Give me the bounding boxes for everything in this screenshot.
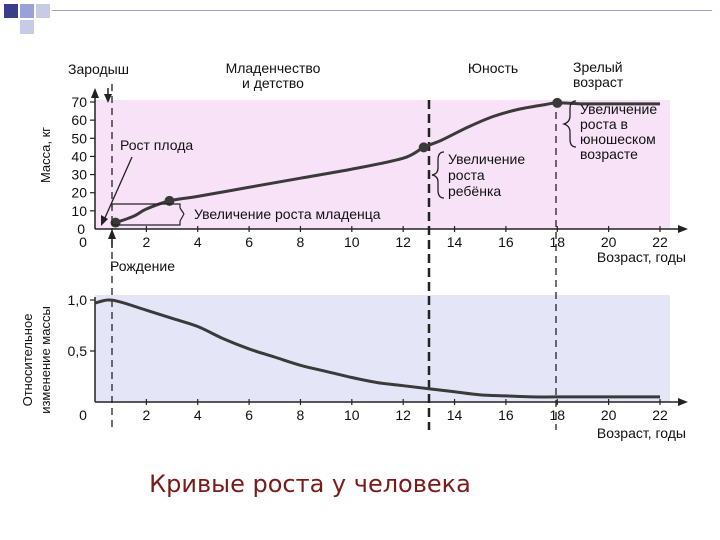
top-y-axis-arrow bbox=[91, 88, 99, 98]
period-label-embryo: Зародыш bbox=[68, 61, 129, 77]
fetal-growth-pointer bbox=[103, 156, 133, 221]
bottom-x-ticks: 0 2 4 6 8 10 12 14 16 18 20 22 bbox=[79, 399, 668, 423]
bottom-y-axis-title-line2: изменение массы bbox=[38, 306, 53, 414]
curve-point bbox=[552, 97, 563, 108]
bottom-x-axis-arrow bbox=[678, 398, 688, 406]
youth-growth-label-2: роста в bbox=[580, 116, 628, 132]
x-tick-label: 6 bbox=[245, 407, 253, 423]
x-tick-label: 22 bbox=[652, 407, 668, 423]
top-x-ticks: 0 2 4 6 8 10 12 14 16 18 20 22 bbox=[79, 226, 668, 250]
birth-arrow-head bbox=[108, 229, 116, 239]
deco-line bbox=[52, 10, 712, 11]
curve-point bbox=[418, 142, 429, 153]
y-tick-label: 1,0 bbox=[68, 292, 88, 308]
embryo-arrow-head bbox=[104, 94, 112, 103]
fetal-growth-pointer-head bbox=[101, 215, 108, 226]
x-tick-label: 10 bbox=[344, 407, 360, 423]
y-tick-label: 30 bbox=[71, 167, 87, 183]
x-tick-label: 8 bbox=[297, 234, 305, 250]
top-y-ticks: 0 10 20 30 40 50 60 70 bbox=[71, 94, 95, 237]
x-tick-label: 6 bbox=[245, 234, 253, 250]
child-growth-label-3: ребёнка bbox=[448, 183, 501, 199]
y-tick-label: 20 bbox=[71, 185, 87, 201]
infant-growth-label: Увеличение роста младенца bbox=[194, 206, 381, 222]
y-tick-label: 60 bbox=[71, 112, 87, 128]
x-tick-label: 16 bbox=[498, 407, 514, 423]
youth-brace bbox=[561, 100, 577, 148]
x-tick-label: 12 bbox=[395, 407, 411, 423]
x-tick-label: 2 bbox=[142, 234, 150, 250]
x-tick-label: 20 bbox=[601, 234, 617, 250]
top-y-axis-title: Масса, кг bbox=[38, 127, 53, 183]
top-x-axis-arrow bbox=[678, 225, 688, 233]
x-tick-label: 8 bbox=[297, 407, 305, 423]
period-label-maturity-line2: возраст bbox=[573, 74, 624, 90]
child-growth-label-1: Увеличение bbox=[448, 151, 525, 167]
curve-point bbox=[164, 195, 175, 206]
deco-square bbox=[20, 20, 34, 34]
y-tick-label: 70 bbox=[71, 94, 87, 110]
x-tick-label: 18 bbox=[549, 407, 565, 423]
figure-caption: Кривые роста у человека bbox=[149, 470, 471, 498]
youth-growth-label-1: Увеличение bbox=[580, 101, 657, 117]
x-tick-label: 18 bbox=[549, 234, 565, 250]
deco-square bbox=[4, 4, 18, 18]
period-label-maturity: Зрелый bbox=[573, 59, 623, 75]
x-tick-label: 12 bbox=[395, 234, 411, 250]
x-tick-label: 16 bbox=[498, 234, 514, 250]
x-tick-label: 0 bbox=[79, 407, 87, 423]
period-label-youth: Юность bbox=[468, 60, 518, 76]
period-label-infancy: Младенчество bbox=[226, 60, 321, 76]
fetal-growth-label: Рост плода bbox=[120, 137, 193, 153]
deco-square bbox=[36, 4, 50, 18]
y-tick-label: 40 bbox=[71, 148, 87, 164]
x-tick-label: 0 bbox=[79, 234, 87, 250]
y-tick-label: 0 bbox=[77, 221, 85, 237]
deco-square bbox=[20, 4, 34, 18]
child-growth-label-2: роста bbox=[448, 167, 485, 183]
top-x-axis-title: Возраст, годы bbox=[597, 249, 686, 265]
x-tick-label: 14 bbox=[447, 407, 463, 423]
bottom-x-axis-title: Возраст, годы bbox=[597, 425, 686, 441]
x-tick-label: 10 bbox=[344, 234, 360, 250]
y-tick-label: 50 bbox=[71, 130, 87, 146]
relative-growth-curve bbox=[94, 298, 660, 399]
bottom-y-axis-title: Относительное bbox=[20, 314, 35, 407]
y-tick-label: 10 bbox=[71, 203, 87, 219]
x-tick-label: 4 bbox=[194, 234, 202, 250]
x-tick-label: 22 bbox=[652, 234, 668, 250]
y-tick-label: 0,5 bbox=[68, 343, 88, 359]
birth-label: Рождение bbox=[110, 258, 175, 274]
child-brace bbox=[431, 151, 445, 199]
youth-growth-label-3: юношеском bbox=[580, 131, 656, 147]
x-tick-label: 20 bbox=[601, 407, 617, 423]
bottom-y-ticks: 0,5 1,0 bbox=[68, 292, 95, 359]
mass-curve-points bbox=[110, 97, 563, 228]
period-label-infancy-line2: и детство bbox=[242, 75, 304, 91]
x-tick-label: 4 bbox=[194, 407, 202, 423]
x-tick-label: 2 bbox=[142, 407, 150, 423]
youth-growth-label-4: возрасте bbox=[580, 146, 638, 162]
relative-panel-background bbox=[95, 295, 670, 402]
infant-brace bbox=[111, 203, 185, 226]
x-tick-label: 14 bbox=[447, 234, 463, 250]
